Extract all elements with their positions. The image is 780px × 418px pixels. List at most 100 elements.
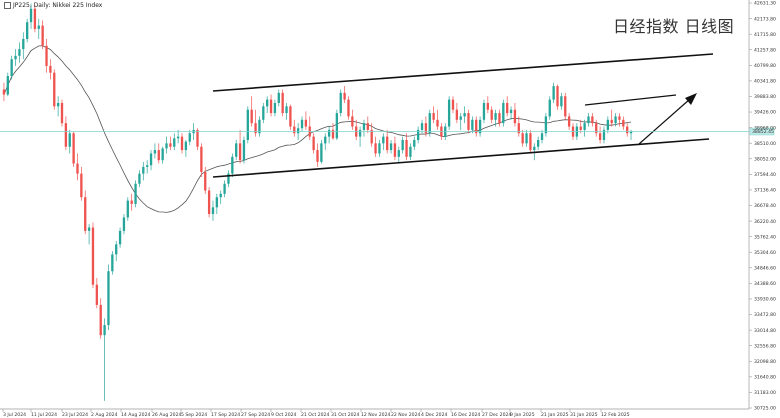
candle-body — [64, 123, 68, 147]
current-price-badge — [749, 127, 775, 136]
candle-body — [14, 55, 17, 60]
candle-body — [134, 183, 137, 204]
candle — [409, 143, 412, 161]
candle — [180, 133, 184, 154]
x-tick-label: 27 Dec 2024 — [482, 412, 511, 418]
candle — [428, 109, 431, 137]
candle — [447, 96, 451, 130]
candle-body — [331, 129, 335, 139]
candle — [602, 126, 606, 144]
candle-body — [513, 109, 517, 124]
candle — [146, 160, 149, 174]
channel-lower-line[interactable] — [212, 138, 710, 178]
candle — [211, 200, 215, 221]
candle — [269, 94, 273, 117]
candle-body — [91, 227, 95, 285]
candle-body — [614, 116, 617, 124]
candle — [149, 150, 153, 171]
candle — [498, 109, 501, 127]
candle-body — [362, 123, 366, 130]
candle-body — [521, 133, 524, 144]
candle-body — [432, 113, 435, 120]
candle-body — [180, 136, 184, 151]
candle-body — [157, 150, 160, 161]
x-tick-label: 21 Oct 2024 — [301, 412, 329, 418]
candle — [231, 153, 234, 178]
candle — [598, 126, 602, 144]
candle — [262, 102, 265, 124]
candle-body — [176, 136, 180, 139]
candle — [393, 136, 397, 161]
candle — [413, 136, 416, 151]
y-tick-label: 35304.60 — [754, 250, 776, 256]
y-tick-label: 37594.40 — [754, 172, 776, 178]
candle — [397, 146, 400, 164]
candle-body — [285, 106, 288, 114]
chart-title: JP225, Daily: Nikkei 225 Index — [4, 2, 102, 9]
candle — [513, 102, 517, 127]
candle — [235, 139, 238, 161]
candle — [471, 116, 474, 134]
candle-body — [602, 129, 606, 140]
candle — [87, 224, 91, 245]
candle-body — [242, 139, 246, 161]
candle-body — [26, 22, 29, 40]
candle — [564, 92, 567, 120]
projection-arrow-line[interactable] — [638, 98, 691, 145]
candle-body — [146, 165, 149, 167]
candle-body — [591, 116, 594, 124]
candle-body — [33, 8, 37, 29]
candle-body — [111, 254, 114, 272]
candle-body — [262, 106, 265, 120]
candle — [567, 113, 571, 130]
candle-body — [556, 86, 559, 107]
candle — [250, 96, 253, 127]
candle — [219, 190, 222, 204]
candle — [200, 143, 203, 178]
y-tick-label: 33930.60 — [754, 297, 776, 303]
y-tick-label: 39883.80 — [754, 94, 776, 100]
candle-body — [41, 25, 44, 46]
candle-body — [420, 123, 424, 130]
y-tick-label: 36678.40 — [754, 203, 776, 209]
candle-body — [289, 106, 292, 127]
candle — [26, 18, 29, 43]
candle-body — [153, 150, 157, 154]
candle — [386, 129, 389, 154]
candle-body — [351, 116, 354, 127]
candle — [49, 59, 52, 80]
candle-body — [76, 163, 79, 174]
candle — [494, 109, 497, 127]
candle — [6, 72, 9, 97]
candle — [529, 129, 532, 154]
candle-body — [455, 109, 459, 120]
candle — [281, 89, 284, 117]
candle — [327, 126, 331, 144]
projection-upper-line[interactable] — [584, 94, 677, 106]
candle — [41, 20, 44, 50]
candle — [56, 96, 60, 117]
candle — [312, 133, 315, 154]
candle-body — [223, 183, 226, 194]
candle — [595, 119, 598, 137]
candle-body — [548, 99, 551, 117]
candle — [622, 116, 625, 130]
candle-body — [115, 244, 118, 255]
channel-upper-line[interactable] — [212, 53, 714, 92]
candle — [358, 126, 362, 147]
candle-body — [397, 150, 400, 157]
candle-body — [486, 102, 489, 110]
candle-body — [606, 119, 609, 130]
y-tick-label: 30725.00 — [754, 406, 776, 412]
candle — [463, 106, 466, 124]
candle-body — [428, 113, 431, 134]
y-tick-label: 40341.80 — [754, 79, 776, 85]
candle-body — [610, 119, 613, 124]
candle-body — [246, 109, 249, 140]
candle — [254, 109, 257, 137]
candle — [157, 143, 160, 164]
candle-body — [618, 116, 621, 120]
x-tick-label: 4 Dec 2024 — [421, 412, 448, 418]
candle — [45, 39, 48, 73]
